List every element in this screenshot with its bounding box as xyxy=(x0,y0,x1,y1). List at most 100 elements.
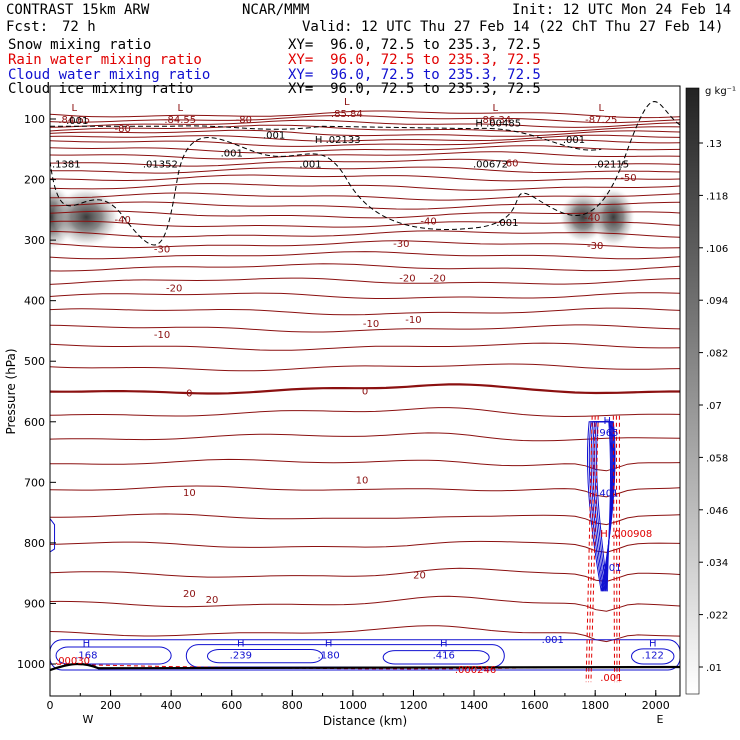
cloud-ice-label: .001 xyxy=(496,218,518,229)
x-tick-label: 1200 xyxy=(399,699,427,712)
isotherm-line xyxy=(50,263,680,272)
contour-labels: -80 -80 -60 -50 -40 -40 -40 -30 -30 -30 -20 -20 -20 -… xyxy=(52,97,664,684)
y-tick-label: 1000 xyxy=(17,658,45,671)
cloud-water-contour xyxy=(594,421,612,592)
isotherm-line xyxy=(50,277,680,285)
cloud-water-contour xyxy=(596,421,612,592)
rain-contour xyxy=(590,415,616,683)
isotherm-line xyxy=(50,230,680,238)
cloud-water-label: .401 xyxy=(596,488,618,499)
x-tick-label: 2000 xyxy=(642,699,670,712)
isotherm-line xyxy=(50,485,680,498)
isotherm-label: -40 xyxy=(420,217,436,228)
isotherm-label: -80 xyxy=(115,124,131,135)
snow-max-label: .02115 xyxy=(594,159,629,170)
x-tick-label: 200 xyxy=(100,699,121,712)
colorbar-ramp xyxy=(685,87,700,695)
cloud-water-max-marker: H xyxy=(237,639,245,650)
cloud-water-contour xyxy=(382,650,490,665)
rain-contours xyxy=(50,415,620,683)
cloud-water-label: .122 xyxy=(642,651,664,662)
isotherm-label: -10 xyxy=(405,315,421,326)
cloud-ice-label: .001 xyxy=(66,116,88,127)
isotherm-line xyxy=(50,432,680,442)
y-axis-title: Pressure (hPa) xyxy=(4,348,18,434)
legend-cloud-water-xy: XY= 96.0, 72.5 to 235.3, 72.5 xyxy=(288,67,541,83)
x-tick-label: 800 xyxy=(282,699,303,712)
y-tick-label: 200 xyxy=(24,174,45,187)
x-tick-label: 400 xyxy=(161,699,182,712)
isotherm-line xyxy=(50,134,680,142)
isotherm-label: -50 xyxy=(620,173,636,184)
snow-shading xyxy=(50,183,636,252)
minimum-marker: L xyxy=(344,97,350,108)
legend-cloud-water-label: Cloud water mixing ratio xyxy=(8,67,211,83)
isotherm-label: -40 xyxy=(115,215,131,226)
snow-max-label: .01352 xyxy=(143,159,178,170)
terrain-surface xyxy=(50,662,680,672)
isotherm-line xyxy=(50,110,680,119)
cloud-water-contour xyxy=(590,421,614,592)
y-tick-label: 300 xyxy=(24,234,45,247)
cloud-water-max-marker: H xyxy=(440,639,448,650)
isotherm-line xyxy=(50,166,680,174)
isotherm-label: 20 xyxy=(413,570,426,581)
cloud-water-label: .416 xyxy=(433,651,455,662)
organization-label: NCAR/MMM xyxy=(242,2,310,18)
forecast-label: Fcst: xyxy=(6,19,49,35)
minimum-value: -87.25 xyxy=(585,115,617,126)
init-time: Init: 12 UTC Mon 24 Feb 14 xyxy=(512,2,732,18)
isotherm-line xyxy=(50,540,680,553)
east-end-label: E xyxy=(657,713,664,726)
colorbar-tick-label: .118 xyxy=(706,191,728,202)
x-axis-title: Distance (km) xyxy=(323,714,407,728)
rain-contour xyxy=(588,415,618,683)
valid-time: Valid: 12 UTC Thu 27 Feb 14 (22 ChT Thu … xyxy=(302,19,724,35)
isotherm-line xyxy=(50,251,680,260)
snow-shade-region xyxy=(591,187,636,248)
cloud-ice-label: .001 xyxy=(563,135,585,146)
west-end-label: W xyxy=(83,713,94,726)
minimum-value: .85.84 xyxy=(331,109,363,120)
cloud-water-label: .168 xyxy=(75,651,97,662)
y-tick-label: 400 xyxy=(24,295,45,308)
colorbar: .13 .118 .106 .094 .082 .07 .058 .046 .034 .022 .0… xyxy=(685,86,736,695)
snow-max-label: .1381 xyxy=(52,159,81,170)
isotherm-line xyxy=(50,363,680,372)
isotherm-line xyxy=(50,625,680,643)
isotherm-line xyxy=(50,513,680,526)
cloud-water-label: .001 xyxy=(542,635,564,646)
legend-cloud-ice-label: Cloud ice mixing ratio xyxy=(8,81,194,97)
isotherm-label: -30 xyxy=(154,245,170,256)
cloud-ice-boundary xyxy=(50,125,602,151)
cloud-water-label: .965 xyxy=(596,428,618,439)
isotherm-line xyxy=(50,240,680,249)
isotherm-label: -20 xyxy=(430,274,446,285)
colorbar-tick-label: .01 xyxy=(706,663,722,674)
x-tick-label: 1600 xyxy=(521,699,549,712)
colorbar-tick-label: .106 xyxy=(706,244,728,255)
isotherm-line xyxy=(50,114,680,124)
minimum-marker: L xyxy=(598,103,604,114)
colorbar-tick-label: .13 xyxy=(706,139,722,150)
snow-max-label: .00672 xyxy=(473,159,508,170)
cloud-water-contour xyxy=(207,648,324,664)
isotherm-line xyxy=(50,174,680,182)
minimum-marker: L xyxy=(177,103,183,114)
cloud-water-label: .239 xyxy=(230,651,252,662)
isotherm-label: -60 xyxy=(502,159,518,170)
x-tick-label: 1000 xyxy=(339,699,367,712)
cloud-water-label: .001 xyxy=(599,563,621,574)
isotherm-label: 20 xyxy=(206,595,219,606)
legend-cloud-ice-xy: XY= 96.0, 72.5 to 235.3, 72.5 xyxy=(288,81,541,97)
rain-label: .000246 xyxy=(455,665,496,676)
isotherm-line xyxy=(50,292,680,299)
minimum-value: .84.55 xyxy=(164,115,196,126)
rain-label: H .000908 xyxy=(600,529,652,540)
isotherm-label: 0 xyxy=(362,386,368,397)
isotherm-line xyxy=(50,158,680,167)
legend-rain-xy: XY= 96.0, 72.5 to 235.3, 72.5 xyxy=(288,52,541,68)
isotherm-label: 10 xyxy=(183,488,196,499)
isotherm-line xyxy=(50,119,680,128)
